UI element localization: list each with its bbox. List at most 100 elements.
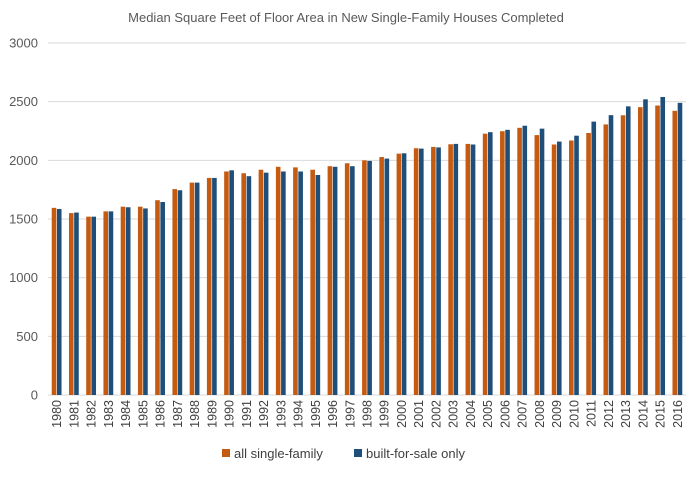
bar-built-for-sale-2003 (453, 143, 459, 395)
bar-built-for-sale-1989 (212, 177, 217, 395)
bar-all-single-family-1995 (310, 169, 315, 395)
x-tick-label: 1992 (257, 400, 271, 428)
bar-all-single-family-1993 (275, 166, 281, 395)
y-axis-ticks: 0 500 1000 1500 2000 2500 3000 (9, 36, 38, 403)
bar-built-for-sale-2004 (470, 144, 476, 395)
x-tick-label: 1989 (205, 400, 219, 428)
bar-all-single-family-1982 (86, 216, 91, 395)
bar-built-for-sale-1994 (298, 171, 303, 395)
x-tick-label: 1982 (85, 400, 99, 428)
x-tick-label: 2010 (567, 400, 581, 428)
bar-all-single-family-2012 (603, 124, 609, 396)
chart-title: Median Square Feet of Floor Area in New … (128, 10, 564, 25)
y-tick-label: 1500 (9, 212, 38, 227)
bar-all-single-family-2006 (500, 131, 505, 395)
bar-built-for-sale-2013 (625, 106, 631, 396)
x-axis-ticks: 1980 1981 1982 1983 1984 1985 1986 1987 1988 1989… (50, 400, 685, 428)
bar-built-for-sale-1981 (74, 212, 79, 395)
bar-built-for-sale-1985 (143, 208, 148, 395)
bar-built-for-sale-2015 (660, 96, 666, 396)
bar-built-for-sale-2014 (643, 99, 648, 395)
bar-built-for-sale-2016 (677, 102, 683, 395)
bar-built-for-sale-2006 (505, 129, 510, 395)
bar-built-for-sale-1986 (160, 201, 165, 395)
x-tick-label: 2012 (602, 400, 616, 428)
x-tick-label: 1990 (223, 400, 237, 428)
y-tick-label: 3000 (9, 36, 38, 51)
bar-built-for-sale-2009 (556, 141, 562, 395)
bar-all-single-family-2004 (465, 143, 471, 395)
bars (51, 96, 683, 396)
legend-swatch-all-single-family (222, 449, 230, 457)
bar-built-for-sale-2012 (608, 115, 614, 395)
x-tick-label: 1988 (188, 400, 202, 428)
x-tick-label: 2003 (447, 400, 461, 428)
bar-all-single-family-1985 (137, 206, 143, 395)
bar-all-single-family-1990 (224, 171, 229, 395)
gridlines (48, 42, 686, 396)
x-tick-label: 1996 (326, 400, 340, 428)
bar-built-for-sale-2008 (539, 128, 545, 396)
bar-all-single-family-2007 (517, 127, 522, 395)
x-tick-label: 1999 (378, 400, 392, 428)
bar-built-for-sale-1984 (125, 207, 131, 395)
x-tick-label: 2005 (481, 400, 495, 428)
bar-all-single-family-2011 (586, 132, 591, 395)
x-tick-label: 2000 (395, 400, 409, 428)
x-tick-label: 2006 (498, 400, 512, 428)
bar-all-single-family-1996 (327, 166, 333, 395)
x-tick-label: 1983 (102, 400, 116, 428)
bar-all-single-family-2008 (534, 135, 540, 395)
y-tick-label: 2500 (9, 94, 38, 109)
bar-all-single-family-1981 (68, 213, 74, 395)
bar-built-for-sale-2010 (574, 135, 579, 395)
x-tick-label: 1993 (274, 400, 288, 428)
bar-all-single-family-1980 (51, 207, 57, 395)
bar-all-single-family-1994 (293, 167, 298, 395)
x-tick-label: 1984 (119, 400, 133, 428)
bar-built-for-sale-1995 (315, 175, 321, 395)
bar-all-single-family-2001 (413, 148, 419, 395)
bar-built-for-sale-1980 (56, 209, 62, 395)
bar-all-single-family-2015 (655, 105, 660, 395)
bar-built-for-sale-1982 (91, 216, 97, 395)
bar-all-single-family-2010 (569, 140, 574, 395)
bar-built-for-sale-2000 (401, 153, 407, 395)
bar-built-for-sale-1987 (177, 190, 183, 395)
legend-label: built-for-sale only (366, 446, 465, 461)
bar-all-single-family-2003 (448, 144, 453, 395)
bar-built-for-sale-1991 (246, 176, 252, 395)
x-tick-label: 2014 (636, 400, 650, 428)
bar-built-for-sale-2007 (522, 125, 528, 395)
x-tick-label: 2004 (464, 400, 478, 428)
y-tick-label: 2000 (9, 153, 38, 168)
bar-all-single-family-2016 (672, 110, 678, 395)
bar-all-single-family-1999 (379, 157, 384, 395)
bar-built-for-sale-1983 (108, 211, 114, 395)
x-tick-label: 2015 (654, 400, 668, 428)
x-tick-label: 1994 (292, 400, 306, 428)
x-tick-label: 1987 (171, 400, 185, 428)
y-tick-label: 1000 (9, 270, 38, 285)
bar-all-single-family-2013 (620, 115, 626, 395)
bar-built-for-sale-1988 (194, 182, 200, 395)
bar-all-single-family-1986 (155, 200, 160, 395)
bar-built-for-sale-2002 (436, 147, 441, 395)
bar-built-for-sale-2011 (591, 121, 597, 395)
x-tick-label: 1991 (240, 400, 254, 428)
bar-built-for-sale-1993 (281, 171, 286, 395)
x-tick-label: 1998 (361, 400, 375, 428)
bar-all-single-family-1988 (189, 182, 195, 395)
bar-built-for-sale-1990 (229, 170, 234, 395)
bar-all-single-family-1984 (120, 206, 126, 395)
legend: all single-family built-for-sale only (222, 446, 465, 461)
x-tick-label: 2008 (533, 400, 547, 428)
legend-label: all single-family (234, 446, 323, 461)
bar-all-single-family-2002 (431, 146, 436, 395)
x-tick-label: 1995 (309, 400, 323, 428)
bar-all-single-family-2014 (637, 107, 643, 395)
x-tick-label: 2001 (412, 400, 426, 428)
bar-all-single-family-1983 (103, 211, 109, 395)
